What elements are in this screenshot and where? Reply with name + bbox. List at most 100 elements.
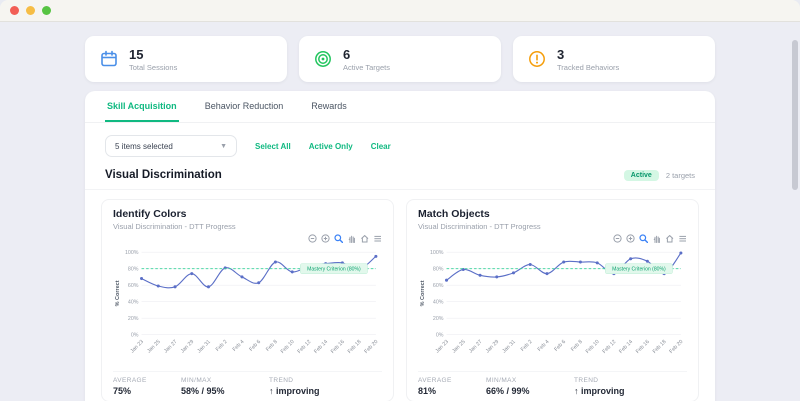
target-icon <box>315 51 331 67</box>
svg-text:Mastery Criterion (80%): Mastery Criterion (80%) <box>307 267 361 273</box>
svg-text:Feb 4: Feb 4 <box>232 339 246 353</box>
svg-text:Feb 20: Feb 20 <box>363 339 379 355</box>
svg-text:Jan 23: Jan 23 <box>435 339 450 354</box>
chart-card-identify-colors: Identify Colors Visual Discrimination - … <box>101 199 394 401</box>
chart-subtitle: Visual Discrimination - DTT Progress <box>418 222 541 231</box>
pan-icon[interactable] <box>347 234 356 243</box>
alert-circle-icon <box>529 51 545 67</box>
zoom-select-icon[interactable] <box>334 234 343 243</box>
scrollbar-thumb[interactable] <box>792 40 798 190</box>
minmax-value: 58% / 95% <box>181 386 225 397</box>
tab-bar: Skill Acquisition Behavior Reduction Rew… <box>85 91 715 123</box>
svg-text:Jan 25: Jan 25 <box>451 339 466 354</box>
pan-icon[interactable] <box>652 234 661 243</box>
zoom-in-icon[interactable] <box>626 234 635 243</box>
svg-text:Feb 14: Feb 14 <box>618 339 634 355</box>
window-maximize-button[interactable] <box>42 6 51 15</box>
svg-text:Mastery Criterion (80%): Mastery Criterion (80%) <box>612 267 666 273</box>
average-label: AVERAGE <box>418 377 452 385</box>
tab-behavior-reduction[interactable]: Behavior Reduction <box>204 101 284 111</box>
main-panel: Skill Acquisition Behavior Reduction Rew… <box>85 91 715 401</box>
svg-text:40%: 40% <box>128 300 139 306</box>
svg-text:Feb 8: Feb 8 <box>265 339 279 353</box>
tab-rewards[interactable]: Rewards <box>311 101 347 111</box>
stat-label: Tracked Behaviors <box>557 62 620 72</box>
average-label: AVERAGE <box>113 377 147 385</box>
home-icon[interactable] <box>360 234 369 243</box>
stat-value: 15 <box>129 46 144 62</box>
filters-row: 5 items selected ▼ Select All Active Onl… <box>85 123 715 163</box>
trend-label: TREND <box>574 377 599 385</box>
menu-icon[interactable] <box>373 234 382 243</box>
svg-text:Feb 10: Feb 10 <box>280 339 296 355</box>
svg-text:Jan 31: Jan 31 <box>196 339 211 354</box>
svg-text:Feb 8: Feb 8 <box>570 339 584 353</box>
svg-text:40%: 40% <box>433 300 444 306</box>
zoom-in-icon[interactable] <box>321 234 330 243</box>
svg-text:20%: 20% <box>128 316 139 322</box>
select-all-link[interactable]: Select All <box>255 141 291 151</box>
stat-value: 6 <box>343 46 351 62</box>
chart-stats: AVERAGE 81% MIN/MAX 66% / 99% TREND ↑ im… <box>418 371 687 396</box>
svg-text:Feb 18: Feb 18 <box>347 339 363 355</box>
minmax-label: MIN/MAX <box>181 377 212 385</box>
svg-text:Jan 27: Jan 27 <box>163 339 178 354</box>
svg-text:Feb 16: Feb 16 <box>635 339 651 355</box>
tab-skill-acquisition[interactable]: Skill Acquisition <box>105 91 179 122</box>
stat-card-total-sessions: 15 Total Sessions <box>85 36 287 82</box>
chart-card-match-objects: Match Objects Visual Discrimination - DT… <box>406 199 699 401</box>
average-value: 81% <box>418 386 437 397</box>
items-selected-dropdown[interactable]: 5 items selected ▼ <box>105 135 237 157</box>
section-title: Visual Discrimination <box>105 169 222 181</box>
zoom-out-icon[interactable] <box>308 234 317 243</box>
zoom-select-icon[interactable] <box>639 234 648 243</box>
svg-text:Jan 25: Jan 25 <box>146 339 161 354</box>
chart-stats: AVERAGE 75% MIN/MAX 58% / 95% TREND ↑ im… <box>113 371 382 396</box>
svg-text:Feb 12: Feb 12 <box>602 339 618 355</box>
chart-toolbar <box>113 234 382 243</box>
svg-text:Feb 4: Feb 4 <box>537 339 551 353</box>
window-titlebar <box>0 0 800 22</box>
targets-count: 2 targets <box>665 170 695 180</box>
minmax-label: MIN/MAX <box>486 377 517 385</box>
svg-text:60%: 60% <box>433 283 444 289</box>
svg-text:Feb 2: Feb 2 <box>520 339 534 353</box>
chart-title: Identify Colors <box>113 208 187 220</box>
window-close-button[interactable] <box>10 6 19 15</box>
svg-text:Feb 6: Feb 6 <box>248 339 262 353</box>
svg-text:Feb 16: Feb 16 <box>330 339 346 355</box>
svg-text:Jan 31: Jan 31 <box>501 339 516 354</box>
chart-subtitle: Visual Discrimination - DTT Progress <box>113 222 236 231</box>
chevron-down-icon: ▼ <box>220 142 227 150</box>
clear-link[interactable]: Clear <box>370 141 391 151</box>
dropdown-value: 5 items selected <box>115 141 173 151</box>
stat-card-active-targets: 6 Active Targets <box>299 36 501 82</box>
svg-text:Feb 6: Feb 6 <box>553 339 567 353</box>
svg-text:% Correct: % Correct <box>420 280 426 306</box>
active-only-link[interactable]: Active Only <box>308 141 353 151</box>
stat-label: Active Targets <box>343 62 390 72</box>
svg-text:Jan 27: Jan 27 <box>468 339 483 354</box>
svg-text:0%: 0% <box>131 333 139 339</box>
svg-text:Jan 23: Jan 23 <box>130 339 145 354</box>
svg-text:100%: 100% <box>430 250 444 256</box>
charts-row: Identify Colors Visual Discrimination - … <box>85 190 715 401</box>
trend-value: ↑ improving <box>574 386 625 397</box>
zoom-out-icon[interactable] <box>613 234 622 243</box>
status-badge: Active <box>623 169 659 181</box>
window-minimize-button[interactable] <box>26 6 35 15</box>
calendar-icon <box>101 50 117 67</box>
stat-card-tracked-behaviors: 3 Tracked Behaviors <box>513 36 715 82</box>
svg-text:0%: 0% <box>436 333 444 339</box>
svg-text:% Correct: % Correct <box>115 280 121 306</box>
svg-text:Jan 29: Jan 29 <box>485 339 500 354</box>
svg-text:Feb 10: Feb 10 <box>585 339 601 355</box>
menu-icon[interactable] <box>678 234 687 243</box>
svg-text:20%: 20% <box>433 316 444 322</box>
svg-text:Feb 14: Feb 14 <box>313 339 329 355</box>
svg-text:Feb 20: Feb 20 <box>668 339 684 355</box>
home-icon[interactable] <box>665 234 674 243</box>
svg-text:80%: 80% <box>433 267 444 273</box>
